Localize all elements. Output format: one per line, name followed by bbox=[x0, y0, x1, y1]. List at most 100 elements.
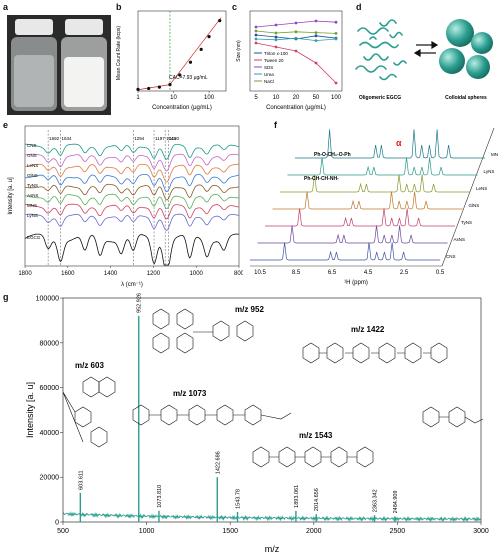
colloid-sphere bbox=[466, 55, 490, 79]
size-chart: Triton x-100 Tween 20 SDS Urea NaCl 5 10 20 50 1… bbox=[236, 10, 343, 111]
x-tick-label: 6.5 bbox=[328, 270, 337, 276]
panel-c-xlabel: Concentration (μg/mL) bbox=[266, 105, 326, 111]
data-point bbox=[157, 85, 161, 89]
nmr-trace bbox=[250, 242, 441, 261]
assembly-schematic: Oligomeric EGCG Colloidal spheres bbox=[355, 19, 493, 101]
x-tick-label: 50 bbox=[313, 95, 320, 101]
series-name-label: AsNS bbox=[27, 193, 39, 198]
x-tick-label: 1200 bbox=[147, 271, 161, 277]
peak-label: 952.926 bbox=[137, 293, 143, 313]
x-tick-label: 2500 bbox=[390, 528, 406, 535]
legend-label: Tween 20 bbox=[264, 58, 284, 63]
panel-b: b 1 10 100 Mean Count Rate (kcps) Concentr… bbox=[114, 2, 232, 118]
data-point bbox=[136, 87, 140, 91]
x-tick-label: 5 bbox=[254, 95, 258, 101]
y-tick-label: 20000 bbox=[40, 475, 60, 482]
panel-g-ylabel: Intensity [a. u] bbox=[25, 382, 35, 438]
x-tick-label: 0.5 bbox=[436, 270, 445, 276]
nmr-chart: MNS LyNS LeNS GlNS TyNS AsNS CNS 10.5 8.5 6.5 4.5… bbox=[250, 127, 498, 286]
data-point bbox=[274, 23, 278, 27]
ftir-trace bbox=[24, 203, 240, 220]
x-tick-label: 2000 bbox=[306, 528, 322, 535]
legend-label: SDS bbox=[264, 65, 273, 70]
cac-chart: 1 10 100 Mean Count Rate (kcps) Concentrat… bbox=[116, 10, 227, 111]
ftir-trace bbox=[24, 213, 240, 231]
series-name-label: TyNS bbox=[461, 220, 472, 225]
peak-label: 1692 bbox=[49, 136, 60, 141]
x-tick-label: 3000 bbox=[473, 528, 489, 535]
panel-c-ylabel: Size (nm) bbox=[236, 40, 242, 62]
data-point bbox=[314, 19, 318, 23]
struct-label-1073: m/z 1073 bbox=[173, 389, 207, 398]
panel-b-cac-annotation: CAC=7.93 μg/mL bbox=[169, 75, 208, 81]
peak-label: 1634 bbox=[62, 136, 73, 141]
data-point bbox=[334, 81, 338, 85]
data-point bbox=[274, 38, 278, 42]
peak-label: 1145 bbox=[166, 136, 176, 141]
panel-e-xlabel: λ (cm⁻¹) bbox=[121, 282, 143, 288]
panel-e-ylabel: Intensity [a. u] bbox=[8, 177, 14, 215]
panel-f-label: f bbox=[274, 120, 277, 130]
series-name-label: GlNS bbox=[27, 173, 38, 178]
series-name-label: MNS bbox=[27, 203, 37, 208]
data-point bbox=[147, 86, 151, 91]
panel-a: a bbox=[3, 2, 111, 118]
panel-b-xlabel: Concentration (μg/mL) bbox=[152, 105, 212, 111]
data-point bbox=[294, 49, 298, 53]
panel-b-label: b bbox=[116, 2, 122, 12]
alpha-symbol: α bbox=[396, 138, 402, 148]
ftir-trace bbox=[24, 233, 239, 266]
data-point bbox=[334, 32, 338, 35]
x-tick-label: 10.5 bbox=[254, 270, 266, 276]
oligomer-caption: Oligomeric EGCG bbox=[359, 95, 401, 101]
x-tick-label: 1000 bbox=[190, 271, 204, 277]
x-tick-label: 10 bbox=[170, 95, 177, 101]
nmr-trace bbox=[265, 208, 456, 227]
x-tick-label: 1800 bbox=[18, 271, 32, 277]
peak-label: 2363.342 bbox=[373, 489, 379, 512]
legend-label: Urea bbox=[264, 72, 274, 77]
data-point bbox=[294, 36, 298, 40]
x-tick-label: 2.5 bbox=[400, 270, 409, 276]
ftir-trace bbox=[24, 183, 240, 201]
colloid-sphere bbox=[439, 48, 465, 74]
data-point bbox=[254, 29, 258, 33]
series-name-label: AsNS bbox=[454, 237, 466, 242]
ftir-trace bbox=[24, 163, 239, 183]
nmr-trace bbox=[295, 129, 486, 159]
panel-f: f MNS LyNS LeNS GlNS TyNS AsNS CNS 10.5 8.5 6.5 4… bbox=[246, 120, 498, 290]
series-name-label: TyNS bbox=[27, 183, 38, 188]
colloid-sphere bbox=[446, 19, 474, 47]
structure-drawings bbox=[62, 308, 484, 468]
struct-label-603: m/z 603 bbox=[75, 361, 104, 370]
data-point bbox=[254, 25, 258, 29]
series-name-label: LeNS bbox=[476, 186, 487, 191]
panel-g: g 603.611 952.926 1073.810 1422.686 1543.78 1… bbox=[3, 292, 498, 558]
ftir-trace bbox=[24, 173, 240, 192]
nmr-trace bbox=[280, 174, 471, 193]
sphere-caption: Colloidal spheres bbox=[445, 95, 487, 101]
x-tick-label: 100 bbox=[331, 95, 342, 101]
data-point bbox=[274, 35, 278, 39]
panel-b-ylabel: Mean Count Rate (kcps) bbox=[116, 26, 122, 81]
nmr-trace bbox=[272, 191, 463, 210]
y-tick-label: 0 bbox=[55, 520, 59, 527]
data-point bbox=[254, 41, 258, 45]
peak-label: 1197 bbox=[155, 136, 165, 141]
data-point bbox=[178, 73, 182, 77]
data-point bbox=[314, 31, 318, 34]
panel-c-label: c bbox=[232, 2, 238, 12]
series-name-label: GNS bbox=[27, 153, 37, 158]
legend-label: NaCl bbox=[264, 79, 274, 84]
panel-a-label: a bbox=[3, 2, 9, 12]
x-tick-label: 1600 bbox=[61, 271, 75, 277]
data-point bbox=[254, 33, 258, 37]
vials-photo bbox=[7, 15, 111, 115]
data-point bbox=[168, 83, 172, 87]
panel-e: e 1692 1634 1294 1197 1145 1130 CNS GNS LeNS GlN… bbox=[3, 120, 243, 290]
data-point bbox=[218, 19, 222, 23]
nmr-trace bbox=[287, 157, 478, 176]
struct-label-952: m/z 952 bbox=[235, 305, 264, 314]
legend-label: Triton x-100 bbox=[264, 51, 288, 56]
